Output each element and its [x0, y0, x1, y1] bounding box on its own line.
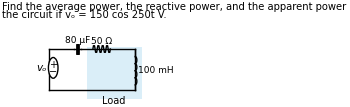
Text: 50 Ω: 50 Ω: [91, 37, 112, 46]
Text: 80 μF: 80 μF: [65, 36, 90, 45]
Text: +: +: [49, 60, 57, 70]
Text: 100 mH: 100 mH: [138, 66, 174, 75]
Text: Find the average power, the reactive power, and the apparent power absorbed by t: Find the average power, the reactive pow…: [2, 2, 350, 12]
Text: Load: Load: [102, 96, 125, 106]
Text: the circuit if vₒ = 150 cos 250t V.: the circuit if vₒ = 150 cos 250t V.: [2, 10, 166, 20]
Text: −: −: [49, 67, 57, 77]
Bar: [87, 47, 142, 99]
Text: vₒ: vₒ: [37, 63, 47, 73]
Circle shape: [48, 57, 58, 78]
